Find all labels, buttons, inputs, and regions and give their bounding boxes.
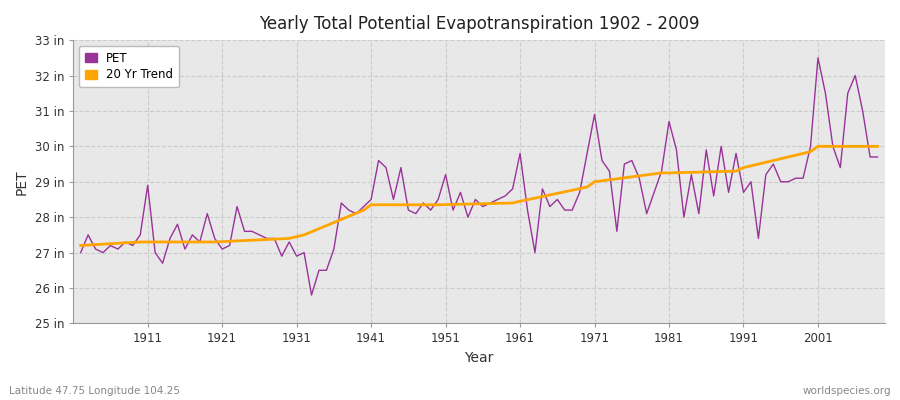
X-axis label: Year: Year: [464, 351, 494, 365]
Legend: PET, 20 Yr Trend: PET, 20 Yr Trend: [79, 46, 179, 87]
Title: Yearly Total Potential Evapotranspiration 1902 - 2009: Yearly Total Potential Evapotranspiratio…: [259, 15, 699, 33]
Text: Latitude 47.75 Longitude 104.25: Latitude 47.75 Longitude 104.25: [9, 386, 180, 396]
Text: worldspecies.org: worldspecies.org: [803, 386, 891, 396]
Y-axis label: PET: PET: [15, 169, 29, 194]
